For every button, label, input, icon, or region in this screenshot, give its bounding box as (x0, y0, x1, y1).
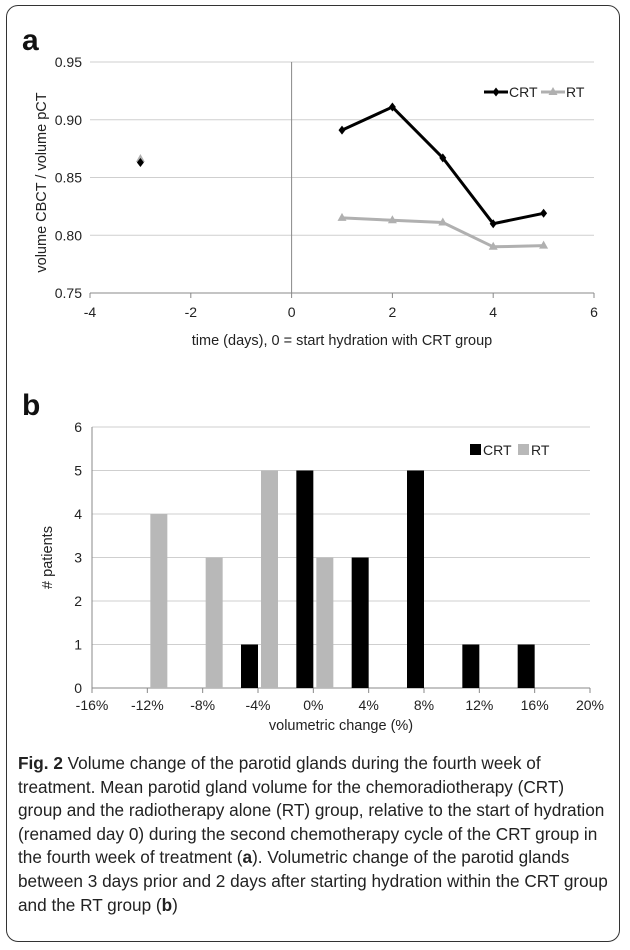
caption-body: Volume change of the parotid glands duri… (18, 753, 608, 915)
bar-crt (517, 644, 535, 688)
x-tick-label: -2 (185, 304, 198, 320)
y-tick-label: 3 (74, 550, 82, 566)
legend-label-rt: RT (531, 442, 550, 458)
data-point-rt (539, 240, 549, 249)
y-tick-label: 1 (74, 637, 82, 653)
series-line-crt (341, 105, 544, 226)
x-tick-label: 2 (389, 304, 397, 320)
legend-label-crt: CRT (483, 442, 512, 458)
panel-label-b: b (22, 389, 40, 422)
legend-marker-crt (492, 87, 500, 97)
x-tick-label: 20% (576, 697, 604, 713)
caption-part: Volume change of the parotid glands duri… (18, 753, 605, 868)
y-tick-label: 0.85 (55, 170, 82, 186)
data-point-crt (136, 157, 144, 167)
chart-a: a 0.75 0.80 0.85 0.90 0.95 -4 -2 0 2 4 6 time (days)… (22, 24, 598, 349)
bar-rt (261, 470, 278, 688)
caption-part: ). Volumetric change of the parotid glan… (18, 847, 608, 915)
bar-rt (150, 514, 168, 688)
bar-rt (205, 557, 223, 688)
data-point-rt (387, 215, 397, 224)
y-tick-label: 0 (74, 680, 82, 696)
x-axis-title: time (days), 0 = start hydration with CR… (192, 333, 492, 349)
bar-crt (462, 644, 480, 688)
data-point-rt (488, 241, 498, 250)
panel-label-a: a (22, 24, 39, 57)
data-point-rt (438, 217, 448, 226)
y-tick-label: 0.90 (55, 112, 82, 128)
y-axis-title: volume CBCT / volume pCT (34, 92, 50, 272)
caption-part: a (242, 847, 253, 868)
data-point-crt (439, 153, 447, 163)
bar-crt (407, 470, 424, 688)
bar-crt (296, 470, 314, 688)
data-point-rt (337, 212, 347, 221)
y-tick-label: 0.80 (55, 227, 82, 243)
x-tick-label: -8% (190, 697, 215, 713)
bar-crt (351, 557, 369, 688)
figure-frame (6, 5, 620, 942)
legend-label-rt: RT (566, 84, 585, 100)
x-tick-label: -12% (131, 697, 164, 713)
x-tick-label: 0% (303, 697, 323, 713)
y-tick-label: 0.75 (55, 285, 82, 301)
y-tick-label: 0.95 (55, 54, 82, 70)
x-tick-label: 0 (288, 304, 296, 320)
x-tick-label: -16% (76, 697, 109, 713)
caption-label: Fig. 2 (18, 753, 63, 773)
data-point-crt (388, 102, 396, 112)
data-point-crt (338, 125, 346, 135)
data-point-crt (489, 219, 497, 229)
figure-caption: Fig. 2 Volume change of the parotid glan… (18, 752, 610, 917)
x-tick-label: 6 (590, 304, 598, 320)
legend-marker-rt (548, 87, 558, 95)
x-tick-label: 4% (359, 697, 379, 713)
chart-b: b 0 1 2 3 4 5 6 -16% -12% -8% -4% 0% 4% 8% 12% 16% 20% vol… (22, 389, 604, 734)
caption-part: b (161, 894, 173, 915)
bar-rt (316, 557, 334, 688)
x-tick-label: 12% (465, 697, 493, 713)
y-tick-label: 6 (74, 419, 82, 435)
x-tick-label: 16% (521, 697, 549, 713)
y-tick-label: 4 (74, 506, 82, 522)
y-tick-label: 2 (74, 593, 82, 609)
legend-swatch-rt (518, 444, 529, 455)
y-tick-label: 5 (74, 463, 82, 479)
caption-part: ) (172, 894, 178, 915)
y-axis-title: # patients (40, 526, 56, 589)
x-tick-label: 4 (489, 304, 497, 320)
data-point-crt (540, 208, 548, 218)
legend-label-crt: CRT (509, 84, 538, 100)
bar-crt (241, 644, 258, 688)
x-tick-label: 8% (414, 697, 434, 713)
legend-swatch-crt (470, 444, 481, 455)
x-tick-label: -4 (84, 304, 97, 320)
x-axis-title: volumetric change (%) (269, 718, 413, 734)
x-tick-label: -4% (246, 697, 271, 713)
